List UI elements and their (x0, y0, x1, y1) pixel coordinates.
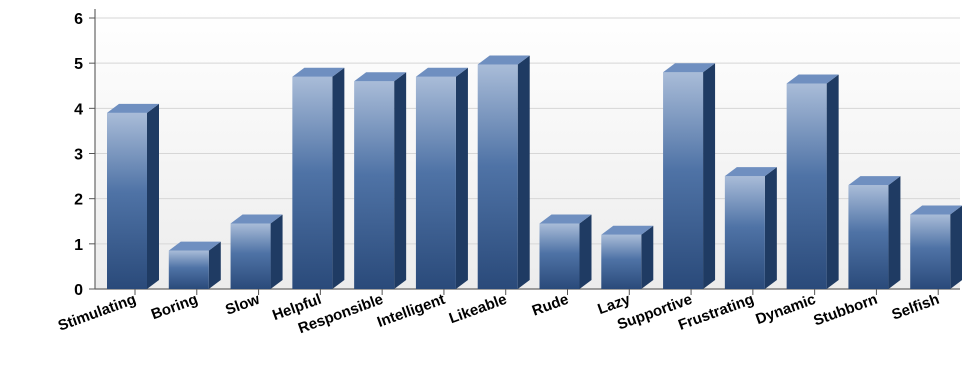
x-tick-label: Rude (530, 291, 571, 320)
bar-side (332, 67, 345, 289)
x-tick-label: Stubborn (811, 291, 879, 330)
bars (107, 55, 962, 290)
bar (910, 205, 962, 289)
bar-top (539, 214, 592, 224)
x-tick-label: Selfish (890, 291, 942, 324)
bar (168, 241, 221, 289)
bar (601, 225, 654, 289)
bar-side (888, 176, 901, 289)
bar-front (910, 214, 951, 289)
bar-side (703, 63, 716, 290)
bar (848, 176, 901, 289)
bar-side (764, 167, 777, 289)
bar-top (724, 167, 777, 177)
x-tick-label: Slow (223, 291, 262, 319)
x-tick-label: Likeable (447, 291, 509, 328)
x-tick-label: Dynamic (753, 291, 818, 328)
bar-top (910, 205, 962, 215)
bar-top (601, 225, 654, 235)
y-tick-label: 4 (74, 101, 83, 118)
x-tick-label: Boring (149, 291, 200, 324)
bar-side (455, 67, 468, 289)
bar-front (292, 76, 333, 289)
bar-side (147, 103, 159, 289)
bar-top (786, 74, 839, 84)
y-tick-label: 5 (74, 56, 83, 73)
bar-top (292, 67, 345, 77)
bar (354, 72, 407, 289)
bar (107, 103, 159, 289)
bar-top (848, 176, 901, 186)
bar-side (270, 214, 283, 289)
y-tick-label: 1 (74, 237, 83, 254)
bar-top (168, 241, 221, 251)
y-tick-label: 0 (74, 282, 83, 299)
bar-side (394, 72, 407, 289)
bar-top (663, 63, 716, 73)
y-tick-label: 3 (74, 147, 83, 164)
bar (415, 67, 468, 289)
bar-side (641, 225, 654, 289)
bar-side (579, 214, 592, 289)
bar (539, 214, 592, 289)
bar-top (477, 55, 530, 65)
bar-top (415, 67, 468, 77)
x-tick-label: Stimulating (56, 291, 139, 335)
bar-front (539, 223, 580, 289)
bar-front (168, 250, 209, 289)
bar-side (950, 205, 962, 289)
bar-front (786, 83, 827, 289)
bar (230, 214, 283, 289)
bar-front (107, 112, 147, 289)
bar-side (517, 55, 530, 289)
y-tick-label: 6 (74, 11, 83, 28)
bar-top (354, 72, 407, 82)
bar (724, 167, 777, 289)
bar-top (230, 214, 283, 224)
bar-front (848, 185, 889, 289)
bar-front (477, 64, 518, 289)
bar-side (208, 241, 221, 289)
y-axis-ticks: 0 1 2 3 4 5 6 (74, 11, 95, 299)
x-axis-ticks: Stimulating Boring Slow HelpfulResponsibleI… (56, 289, 942, 337)
x-tick-label: Intelligent (375, 291, 447, 331)
bar-front (354, 81, 395, 289)
bar (786, 74, 839, 289)
bar (477, 55, 530, 289)
bar-front (601, 234, 642, 289)
bar-front (230, 223, 271, 289)
bar (663, 63, 716, 290)
bar-side (826, 74, 839, 289)
bar-top (107, 103, 159, 113)
bar-front (724, 176, 765, 289)
y-tick-label: 2 (74, 192, 83, 209)
bar (292, 67, 345, 289)
bar-front (415, 76, 456, 289)
bar-front (663, 72, 704, 289)
